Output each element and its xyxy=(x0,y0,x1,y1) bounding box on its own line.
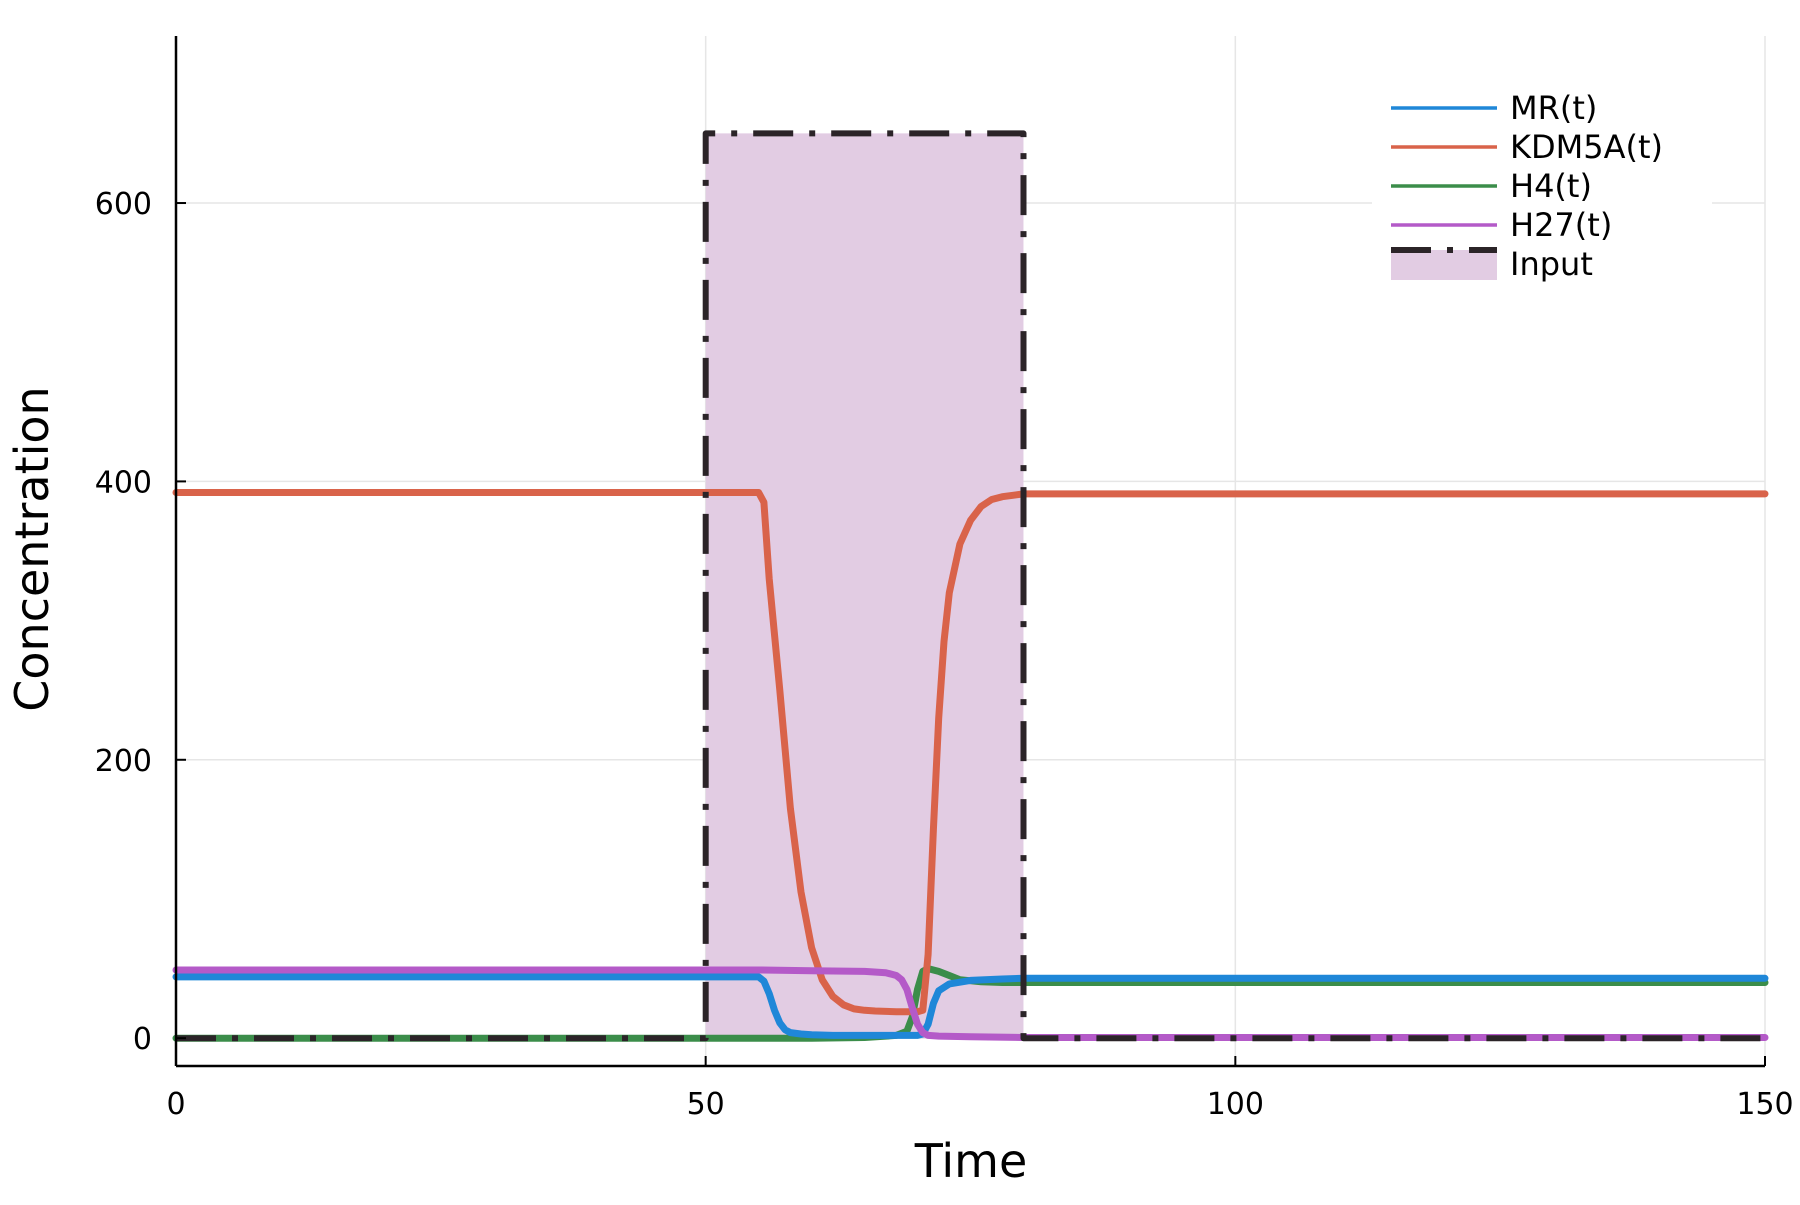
legend-entry: MR(t) xyxy=(1391,89,1597,127)
series-line-h27t xyxy=(172,966,1769,1041)
x-tick-label: 0 xyxy=(166,1087,185,1122)
legend: MR(t)KDM5A(t)H4(t)H27(t)Input xyxy=(1372,84,1712,294)
legend-label: Input xyxy=(1510,245,1593,283)
x-tick-label: 100 xyxy=(1207,1087,1264,1122)
legend-entry: Input xyxy=(1391,245,1593,283)
legend-swatch-fill xyxy=(1391,250,1497,280)
input-fill-area xyxy=(176,133,1765,1039)
legend-label: H4(t) xyxy=(1510,167,1592,205)
legend-label: MR(t) xyxy=(1510,89,1597,127)
legend-entry: H4(t) xyxy=(1391,167,1592,205)
axes xyxy=(174,36,1766,1068)
legend-label: KDM5A(t) xyxy=(1510,128,1663,166)
y-tick-label: 200 xyxy=(95,744,152,779)
x-tick-label: 50 xyxy=(687,1087,725,1122)
series-lines xyxy=(172,130,1769,1042)
y-axis-label: Concentration xyxy=(5,386,59,711)
legend-label: H27(t) xyxy=(1510,206,1612,244)
y-tick-label: 400 xyxy=(95,465,152,500)
series-line-kdm5at xyxy=(172,489,1769,1016)
y-tick-label: 0 xyxy=(133,1022,152,1057)
x-tick-label: 150 xyxy=(1736,1087,1793,1122)
input-fill xyxy=(176,133,1765,1039)
legend-entry: H27(t) xyxy=(1391,206,1612,244)
series-line-mrt xyxy=(172,973,1769,1039)
y-tick-label: 600 xyxy=(95,187,152,222)
legend-entry: KDM5A(t) xyxy=(1391,128,1663,166)
tick-labels: 0 50 100 150 0 200 400 600 xyxy=(95,187,1794,1122)
series-line-input xyxy=(176,130,1765,1042)
x-axis-label: Time xyxy=(914,1134,1028,1188)
